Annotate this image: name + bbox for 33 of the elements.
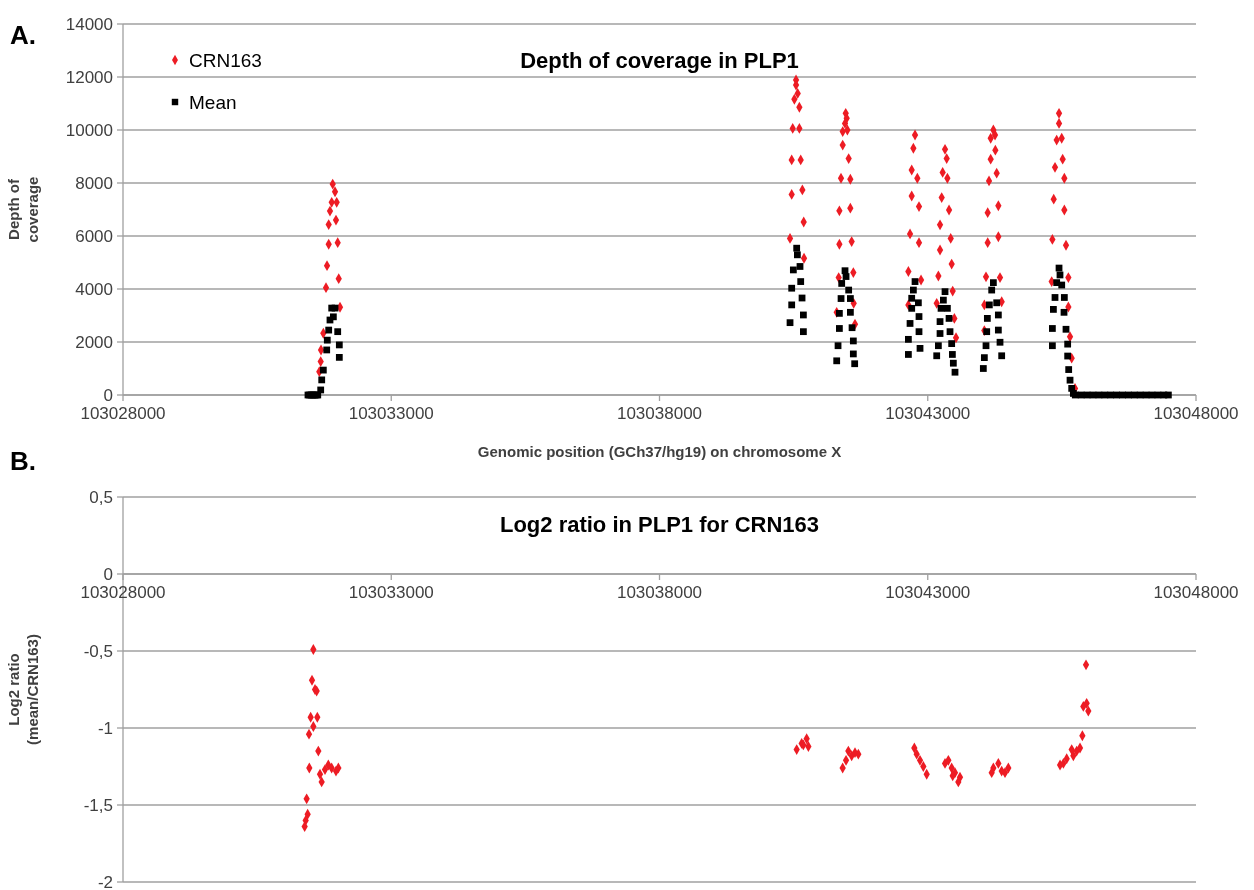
x-tick-label: 103028000 (80, 404, 166, 423)
x-tick-label: 103028000 (80, 583, 166, 602)
x-axis-title: Genomic position (GCh37/hg19) on chromosome X (477, 443, 842, 460)
legend-label: CRN163 (189, 49, 262, 71)
y-tick-label: 0 (103, 385, 113, 405)
x-tick-label: 103043000 (885, 404, 971, 423)
y-tick-label: -0,5 (83, 641, 113, 661)
x-tick-label: 103033000 (348, 404, 434, 423)
text: Log2 ratio in PLP1 for CRN163 (499, 512, 820, 537)
x-tick-label: 103038000 (616, 404, 703, 423)
y-axis-title: Depth of coverage (5, 176, 41, 243)
text: Depth of coverage in PLP1 (520, 48, 799, 73)
y-tick-label: -2 (97, 872, 113, 890)
y-axis-title: Log2 ratio (mean/CRN163) (5, 634, 41, 745)
legend-label: Mean (189, 91, 237, 113)
y-tick-label: -1 (97, 718, 113, 738)
y-tick-label: 14000 (65, 14, 113, 34)
y-tick-label: 0 (103, 564, 113, 584)
x-tick-label: 103033000 (348, 583, 434, 602)
x-tick-label: 103043000 (885, 583, 971, 602)
x-tick-label: 103048000 (1153, 404, 1239, 423)
text: B. (10, 446, 36, 476)
y-tick-label: 10000 (65, 120, 113, 140)
y-tick-label: 12000 (65, 67, 113, 87)
x-tick-label: 103048000 (1153, 583, 1239, 602)
y-tick-label: 6000 (75, 226, 113, 246)
y-tick-label: 8000 (75, 173, 113, 193)
y-tick-label: 4000 (75, 279, 113, 299)
y-tick-label: 0,5 (89, 487, 113, 507)
x-tick-label: 103038000 (616, 583, 703, 602)
y-tick-label: -1,5 (83, 795, 113, 815)
text: A. (10, 20, 36, 50)
y-tick-label: 2000 (75, 332, 113, 352)
